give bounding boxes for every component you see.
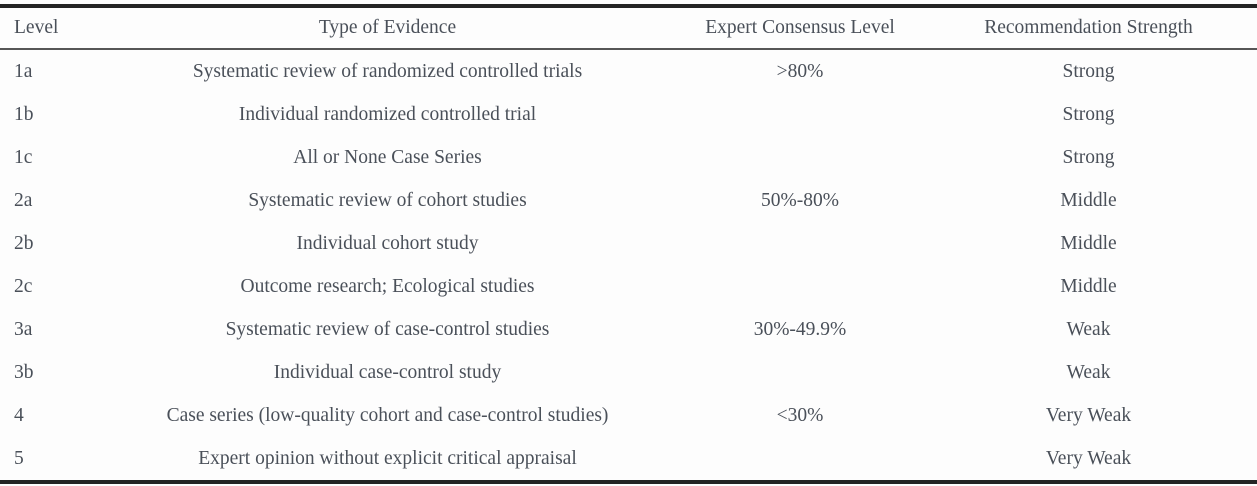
table-body: 1a Systematic review of randomized contr… (0, 49, 1257, 484)
cell-recommendation-strength: Middle (1060, 275, 1117, 297)
table-row: 1b Individual randomized controlled tria… (0, 93, 1257, 136)
cell-level: 3b (14, 361, 34, 383)
cell-expert-consensus-level: 30%-49.9% (753, 318, 847, 340)
table-row: 2c Outcome research; Ecological studies … (0, 265, 1257, 308)
column-header-type-of-evidence: Type of Evidence (95, 4, 680, 50)
cell-type-of-evidence: Expert opinion without explicit critical… (95, 437, 680, 484)
table-row: 2b Individual cohort study Middle (0, 222, 1257, 265)
cell-recommendation-strength: Strong (1062, 60, 1115, 82)
cell-level: 2b (14, 232, 34, 254)
cell-recommendation-strength: Middle (1060, 189, 1117, 211)
cell-recommendation-strength: Very Weak (1045, 404, 1132, 426)
cell-expert-consensus-level (680, 437, 920, 484)
cell-type-of-evidence: Outcome research; Ecological studies (240, 275, 535, 297)
table-row: 5 Expert opinion without explicit critic… (0, 437, 1257, 484)
table-row: 4 Case series (low-quality cohort and ca… (0, 394, 1257, 437)
cell-type-of-evidence: Individual cohort study (296, 232, 479, 254)
header-row: Level Type of Evidence Expert Consensus … (0, 4, 1257, 50)
cell-type-of-evidence: Systematic review of case-control studie… (225, 318, 550, 340)
column-header-recommendation-strength: Recommendation Strength (920, 4, 1257, 50)
cell-expert-consensus-level: >80% (776, 60, 824, 82)
cell-expert-consensus-level (680, 136, 920, 179)
cell-expert-consensus-level (680, 222, 920, 265)
table-row: 3b Individual case-control study Weak (0, 351, 1257, 394)
column-header-level: Level (0, 4, 95, 50)
cell-type-of-evidence: All or None Case Series (293, 146, 482, 168)
cell-expert-consensus-level: 50%-80% (761, 189, 839, 211)
column-header-expert-consensus-level: Expert Consensus Level (680, 4, 920, 50)
cell-level: 2c (14, 275, 33, 297)
cell-recommendation-strength: Strong (1062, 103, 1115, 125)
cell-level: 1a (14, 60, 33, 82)
evidence-level-table: Level Type of Evidence Expert Consensus … (0, 4, 1257, 484)
cell-type-of-evidence: Systematic review of cohort studies (248, 189, 527, 211)
cell-type-of-evidence: Individual randomized controlled trial (238, 103, 537, 125)
cell-expert-consensus-level (680, 351, 920, 394)
cell-recommendation-strength: Strong (1062, 146, 1115, 168)
cell-recommendation-strength: Very Weak (920, 437, 1257, 484)
cell-type-of-evidence: Individual case-control study (273, 361, 502, 383)
cell-recommendation-strength: Middle (1060, 232, 1117, 254)
table-row: 2a Systematic review of cohort studies 5… (0, 179, 1257, 222)
cell-level: 5 (0, 437, 95, 484)
cell-level: 3a (14, 318, 33, 340)
cell-recommendation-strength: Weak (1066, 318, 1111, 340)
cell-recommendation-strength: Weak (1066, 361, 1111, 383)
cell-type-of-evidence: Systematic review of randomized controll… (192, 60, 583, 82)
cell-level: 1c (14, 146, 33, 168)
cell-expert-consensus-level (680, 265, 920, 308)
cell-level: 4 (14, 404, 24, 426)
cell-level: 1b (14, 103, 34, 125)
cell-level: 2a (14, 189, 33, 211)
cell-expert-consensus-level (680, 93, 920, 136)
cell-expert-consensus-level: <30% (776, 404, 824, 426)
table-row: 1a Systematic review of randomized contr… (0, 49, 1257, 93)
cell-type-of-evidence: Case series (low-quality cohort and case… (166, 404, 609, 426)
table-row: 3a Systematic review of case-control stu… (0, 308, 1257, 351)
table-row: 1c All or None Case Series Strong (0, 136, 1257, 179)
